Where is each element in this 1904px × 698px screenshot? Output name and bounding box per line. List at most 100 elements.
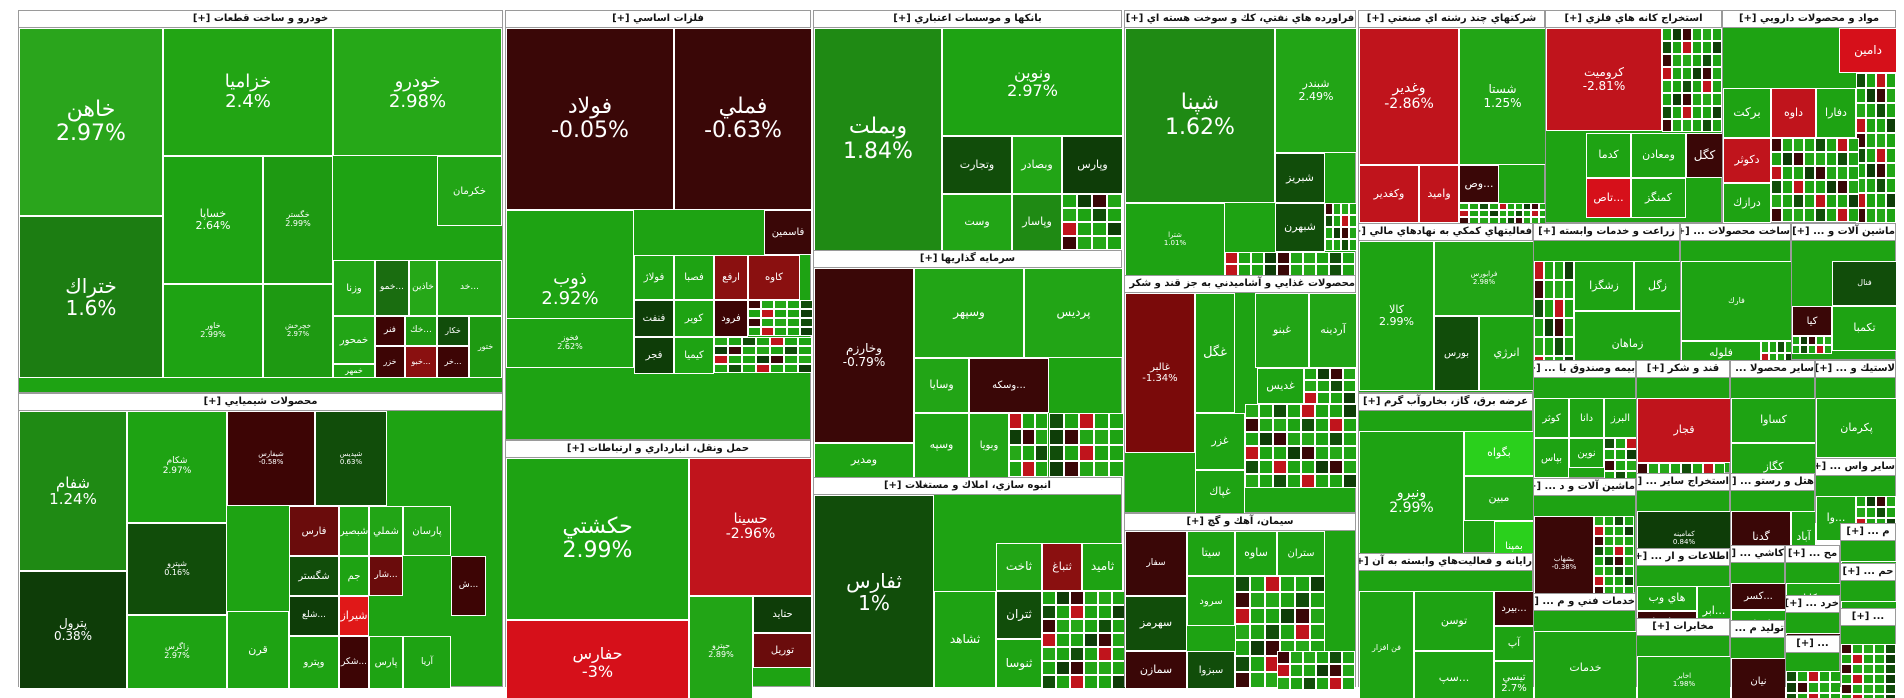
small-company-tile[interactable]	[1280, 624, 1295, 640]
small-company-tile[interactable]	[1793, 138, 1804, 152]
stock-tile[interactable]: زگل	[1634, 261, 1681, 311]
small-company-tile[interactable]	[1797, 671, 1808, 682]
small-company-tile[interactable]	[1515, 210, 1523, 217]
small-company-tile[interactable]	[1056, 605, 1070, 619]
small-company-tile[interactable]	[1876, 103, 1886, 118]
small-company-tile[interactable]	[1301, 474, 1315, 488]
small-company-tile[interactable]	[714, 355, 728, 364]
stock-tile[interactable]: خمو...	[375, 260, 409, 316]
stock-tile[interactable]: ومعادن	[1631, 133, 1686, 178]
sector-title[interactable]: بانكها و موسسات اعتباري [+]	[814, 11, 1121, 28]
small-company-tile[interactable]	[1064, 461, 1079, 477]
stock-tile[interactable]: وست	[942, 194, 1012, 251]
small-company-tile[interactable]	[1544, 261, 1554, 280]
stock-tile[interactable]: خزاميا 2.4%	[163, 28, 333, 156]
small-company-tile[interactable]	[1325, 215, 1333, 227]
small-company-tile[interactable]	[1886, 148, 1896, 163]
small-company-tile[interactable]	[728, 364, 742, 373]
small-company-tile[interactable]	[1330, 368, 1343, 380]
small-company-tile[interactable]	[1624, 536, 1634, 546]
small-company-tile[interactable]	[1303, 664, 1316, 677]
small-company-tile[interactable]	[1662, 80, 1672, 93]
small-company-tile[interactable]	[1084, 605, 1098, 619]
small-company-tile[interactable]	[742, 337, 756, 346]
small-company-tile[interactable]	[1303, 677, 1316, 690]
stock-tile[interactable]: كروميت -2.81%	[1546, 28, 1662, 131]
small-company-tile[interactable]	[1341, 215, 1349, 227]
small-company-tile[interactable]	[1874, 654, 1885, 664]
stock-tile[interactable]: وسكه...	[969, 358, 1049, 413]
small-company-tile[interactable]	[1863, 684, 1874, 694]
small-company-tile[interactable]	[1329, 446, 1343, 460]
small-company-tile[interactable]	[1077, 208, 1092, 222]
small-company-tile[interactable]	[1712, 28, 1722, 41]
small-company-tile[interactable]	[1886, 133, 1896, 148]
small-company-tile[interactable]	[1786, 682, 1797, 693]
sector-title[interactable]: خدمات فني و م ... [+]	[1534, 594, 1635, 611]
small-company-tile[interactable]	[1342, 252, 1355, 264]
small-company-tile[interactable]	[1042, 591, 1056, 605]
stock-tile[interactable]: زاگرس 2.97%	[127, 615, 227, 689]
stock-tile[interactable]: حكشتي 2.99%	[506, 458, 689, 620]
small-company-tile[interactable]	[1594, 556, 1604, 566]
small-company-tile[interactable]	[1070, 605, 1084, 619]
small-company-tile[interactable]	[1824, 336, 1832, 345]
small-company-tile[interactable]	[1084, 633, 1098, 647]
small-company-tile[interactable]	[1782, 194, 1793, 208]
sector-title[interactable]: تولید م ... [+]	[1731, 621, 1784, 638]
small-company-tile[interactable]	[1624, 576, 1634, 586]
small-company-tile[interactable]	[1848, 180, 1859, 194]
small-company-tile[interactable]	[1109, 413, 1124, 429]
stock-tile[interactable]: ارفع	[714, 255, 748, 300]
small-company-tile[interactable]	[1250, 624, 1265, 640]
stock-tile[interactable]: قجار	[1637, 398, 1731, 463]
small-company-tile[interactable]	[1070, 661, 1084, 675]
small-company-tile[interactable]	[1303, 252, 1316, 264]
small-company-tile[interactable]	[1343, 418, 1357, 432]
small-company-tile[interactable]	[1886, 496, 1896, 507]
stock-tile[interactable]: بيرد...	[1494, 591, 1534, 626]
small-company-tile[interactable]	[1287, 432, 1301, 446]
small-company-tile[interactable]	[1295, 576, 1310, 592]
small-company-tile[interactable]	[1049, 461, 1064, 477]
small-company-tile[interactable]	[714, 346, 728, 355]
stock-tile[interactable]: فنال	[1832, 261, 1897, 306]
small-company-tile[interactable]	[1852, 664, 1863, 674]
small-company-tile[interactable]	[1876, 73, 1886, 88]
small-company-tile[interactable]	[1886, 118, 1896, 133]
small-company-tile[interactable]	[1819, 693, 1830, 698]
small-company-tile[interactable]	[1866, 88, 1876, 103]
small-company-tile[interactable]	[1273, 474, 1287, 488]
small-company-tile[interactable]	[1837, 180, 1848, 194]
stock-tile[interactable]: هاي وب	[1637, 586, 1697, 611]
sector-title[interactable]: ماشين آلات و د ... [+]	[1534, 479, 1635, 496]
small-company-tile[interactable]	[798, 337, 812, 346]
sector-title[interactable]: خودرو و ساخت قطعات [+]	[19, 11, 502, 28]
small-company-tile[interactable]	[1295, 624, 1310, 640]
small-company-tile[interactable]	[1507, 210, 1515, 217]
small-company-tile[interactable]	[1489, 210, 1499, 217]
small-company-tile[interactable]	[1094, 445, 1109, 461]
small-company-tile[interactable]	[1022, 445, 1035, 461]
small-company-tile[interactable]	[1056, 647, 1070, 661]
stock-tile[interactable]: دانا	[1569, 398, 1604, 438]
small-company-tile[interactable]	[1826, 138, 1837, 152]
small-company-tile[interactable]	[1662, 41, 1672, 54]
small-company-tile[interactable]	[1826, 194, 1837, 208]
small-company-tile[interactable]	[770, 364, 784, 373]
small-company-tile[interactable]	[784, 364, 798, 373]
small-company-tile[interactable]	[1107, 236, 1122, 250]
small-company-tile[interactable]	[784, 337, 798, 346]
small-company-tile[interactable]	[774, 327, 787, 336]
small-company-tile[interactable]	[1594, 576, 1604, 586]
small-company-tile[interactable]	[1782, 166, 1793, 180]
small-company-tile[interactable]	[1692, 106, 1702, 119]
stock-tile[interactable]: فنر	[375, 316, 405, 346]
small-company-tile[interactable]	[1554, 280, 1564, 299]
small-company-tile[interactable]	[1310, 576, 1325, 592]
small-company-tile[interactable]	[1712, 80, 1722, 93]
small-company-tile[interactable]	[1235, 592, 1250, 608]
small-company-tile[interactable]	[1662, 54, 1672, 67]
stock-tile[interactable]: ثتباغ	[1042, 543, 1082, 591]
small-company-tile[interactable]	[1315, 418, 1329, 432]
